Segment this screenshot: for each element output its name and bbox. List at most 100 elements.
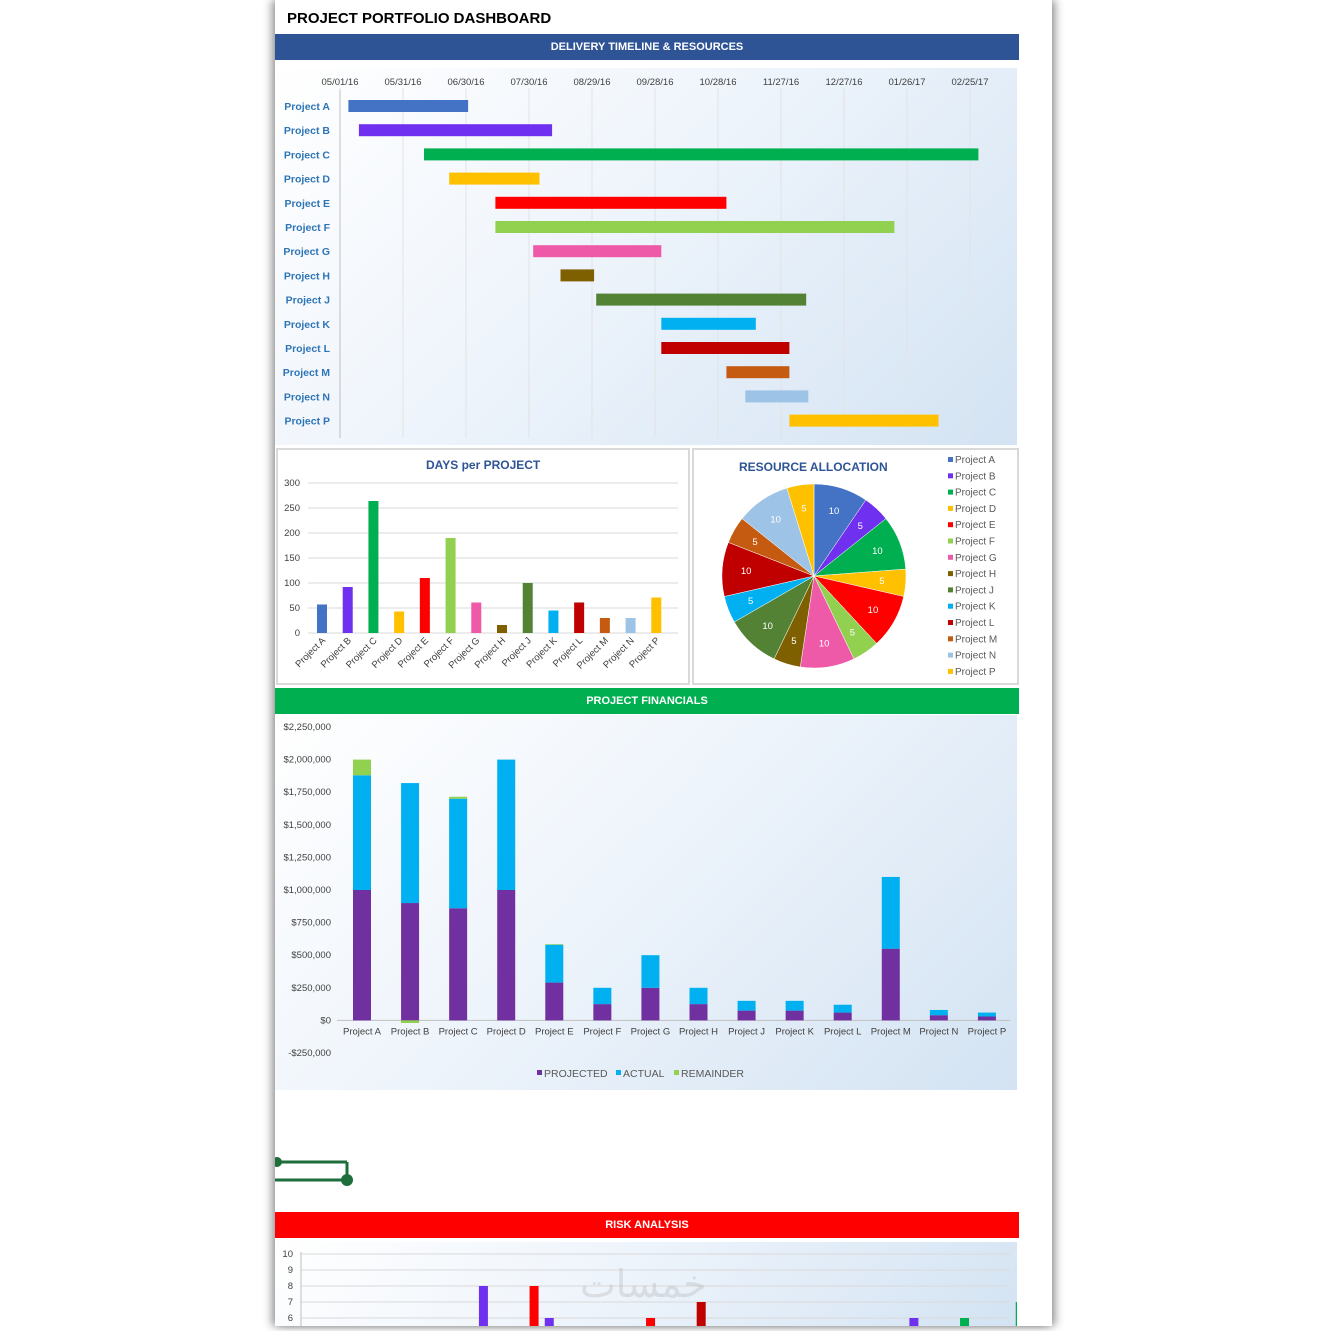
pie-legend-label: Project D xyxy=(955,504,996,515)
gantt-bar xyxy=(348,100,469,112)
fin-bar-segment xyxy=(689,1004,708,1021)
pie-legend-swatch xyxy=(948,652,953,658)
fin-x-tick: Project C xyxy=(439,1026,478,1037)
fin-legend-label: ACTUAL xyxy=(623,1068,665,1080)
pie-data-label: 5 xyxy=(801,504,806,515)
days-y-tick: 50 xyxy=(289,603,300,614)
fin-x-tick: Project H xyxy=(679,1026,718,1037)
fin-y-tick: $1,750,000 xyxy=(283,787,331,798)
pie-legend-swatch xyxy=(948,636,953,642)
days-y-tick: 0 xyxy=(295,628,300,639)
fin-bar-segment xyxy=(497,890,516,1021)
fin-x-tick: Project L xyxy=(824,1026,862,1037)
pie-legend-swatch xyxy=(948,603,953,609)
pie-legend-label: Project N xyxy=(955,651,996,662)
fin-bar-segment xyxy=(593,1004,612,1021)
pie-data-label: 10 xyxy=(819,638,830,649)
pie-data-label: 5 xyxy=(879,576,884,587)
financials-chart: $2,250,000 $2,000,000 $1,750,000 $1,500,000… xyxy=(283,722,1010,1080)
fin-bar-segment xyxy=(401,903,420,1021)
days-bar xyxy=(548,610,559,633)
pie-data-label: 10 xyxy=(872,546,883,557)
gantt-bar xyxy=(424,148,979,161)
gantt-row-label: Project K xyxy=(284,319,331,331)
pie-legend-swatch xyxy=(948,457,953,462)
gantt-x-tick: 02/25/17 xyxy=(952,77,989,88)
timeline-band: DELIVERY TIMELINE & RESOURCES xyxy=(275,34,1019,60)
gantt-row-label: Project P xyxy=(284,416,330,428)
pie-legend-label: Project K xyxy=(955,602,996,613)
days-bar xyxy=(317,604,327,633)
days-y-tick: 200 xyxy=(284,528,300,539)
gantt-chart: 05/01/16 05/31/16 06/30/16 07/30/16 08/29/16… xyxy=(283,77,989,438)
pie-legend-label: Project C xyxy=(955,488,996,499)
fin-x-tick: Project M xyxy=(871,1026,911,1037)
dashboard-sheet: PROJECT PORTFOLIO DASHBOARD DELIVERY TIM… xyxy=(275,0,1052,1326)
fin-x-tick: Project P xyxy=(968,1026,1007,1037)
risk-bar xyxy=(646,1318,656,1326)
connector-shape xyxy=(275,1157,353,1186)
days-y-tick: 100 xyxy=(284,578,300,589)
gantt-row-label: Project G xyxy=(283,246,330,258)
risk-bar xyxy=(529,1286,539,1326)
fin-x-tick: Project A xyxy=(343,1026,382,1037)
gantt-bar xyxy=(358,124,553,137)
gantt-x-tick: 10/28/16 xyxy=(700,77,737,88)
days-chart-title: DAYS per PROJECT xyxy=(426,458,541,472)
risk-band: RISK ANALYSIS xyxy=(275,1212,1019,1238)
pie-legend-label: Project J xyxy=(955,585,994,596)
pie-legend-label: Project L xyxy=(955,618,995,629)
fin-x-tick: Project J xyxy=(728,1026,765,1037)
fin-legend-swatch xyxy=(537,1070,542,1075)
pie-data-label: 5 xyxy=(752,537,757,548)
fin-bar-segment xyxy=(401,783,420,904)
gantt-row-label: Project L xyxy=(285,343,331,355)
risk-panel: 6 7 8 9 10 xyxy=(275,1242,1025,1326)
days-bar xyxy=(574,602,585,633)
fin-bar-segment xyxy=(641,955,660,988)
gantt-bar xyxy=(726,366,790,379)
fin-x-tick: Project E xyxy=(535,1026,574,1037)
pie-legend-label: Project E xyxy=(955,520,996,531)
pie-legend-swatch xyxy=(948,668,953,674)
financials-panel: $2,250,000 $2,000,000 $1,750,000 $1,500,000… xyxy=(275,715,1017,1090)
pie-legend-swatch xyxy=(948,620,953,625)
days-bar xyxy=(445,538,456,633)
gantt-x-tick: 12/27/16 xyxy=(826,77,863,88)
gantt-bar xyxy=(661,342,790,354)
gantt-x-tick: 08/29/16 xyxy=(574,77,611,88)
fin-bar-segment xyxy=(449,796,468,799)
pie-data-label: 5 xyxy=(791,636,796,647)
pie-data-label: 10 xyxy=(829,506,840,517)
pie-legend-label: Project F xyxy=(955,537,995,548)
fin-bar-segment xyxy=(449,908,468,1021)
gantt-bar xyxy=(495,196,727,209)
risk-y-tick: 9 xyxy=(288,1265,293,1276)
resource-pie-chart: 10 5 10 5 10 5 10 5 10 5 10 5 10 5 Project A Project B P… xyxy=(721,455,997,678)
gantt-bar xyxy=(789,414,939,427)
watermark-logo: خمسات xyxy=(580,1262,707,1306)
risk-bar xyxy=(696,1302,706,1326)
risk-y-tick: 8 xyxy=(288,1281,293,1292)
gantt-row-label: Project E xyxy=(284,198,330,210)
pie-legend-label: Project B xyxy=(955,471,996,482)
fin-bar-segment xyxy=(689,987,708,1005)
gantt-x-tick: 05/31/16 xyxy=(385,77,422,88)
days-bar xyxy=(471,602,482,633)
fin-bar-segment xyxy=(545,944,564,945)
days-bar xyxy=(599,618,610,633)
fin-bar-segment xyxy=(977,1012,996,1017)
pie-data-label: 5 xyxy=(748,596,753,607)
gantt-row-label: Project D xyxy=(284,174,331,186)
fin-x-tick: Project N xyxy=(919,1026,958,1037)
risk-bar xyxy=(909,1318,919,1326)
days-bar xyxy=(625,618,636,633)
fin-bar-segment xyxy=(593,987,612,1005)
pie-legend-swatch xyxy=(948,587,953,593)
pie-data-label: 10 xyxy=(762,621,773,632)
gantt-x-tick: 09/28/16 xyxy=(637,77,674,88)
fin-x-tick: Project D xyxy=(487,1026,526,1037)
days-bar xyxy=(368,501,379,633)
pie-legend-label: Project A xyxy=(955,455,995,466)
days-bar xyxy=(342,587,353,633)
